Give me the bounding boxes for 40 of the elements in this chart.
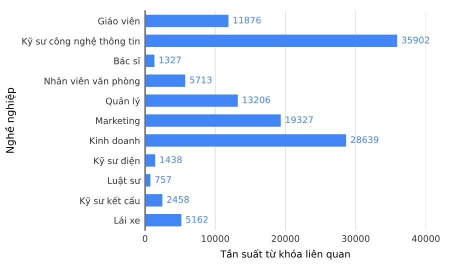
bar <box>145 154 156 167</box>
x-tick-label: 0 <box>142 235 148 242</box>
y-tick-label: Giáo viên <box>98 17 140 24</box>
bar <box>145 74 186 87</box>
x-tick-label: 20000 <box>272 235 300 242</box>
x-axis-title: Tần suất từ khóa liên quan <box>220 249 350 260</box>
data-label: 35902 <box>402 36 430 44</box>
y-tick-label: Marketing <box>96 117 140 126</box>
x-tick-label: 30000 <box>342 235 370 242</box>
bar <box>145 214 182 226</box>
bar <box>145 34 398 48</box>
y-axis-title: Nghề nghiệp <box>4 88 16 153</box>
y-tick-label: Kỹ sư điện <box>94 156 140 166</box>
data-label: 1438 <box>160 156 182 164</box>
data-label: 28639 <box>350 136 378 144</box>
data-label: 1327 <box>160 56 181 64</box>
bar <box>145 54 154 67</box>
y-tick-label: Bác sĩ <box>114 56 140 64</box>
data-label: 2458 <box>167 196 189 203</box>
y-tick-label: Luật sư <box>108 176 141 186</box>
data-label: 757 <box>155 176 172 183</box>
y-tick-label: Lái xe <box>114 216 140 224</box>
data-label: 5162 <box>186 216 208 223</box>
y-tick-label: Kỹ sư công nghệ thông tin <box>22 37 140 46</box>
bar <box>145 114 281 127</box>
data-label: 13206 <box>242 96 270 104</box>
y-tick-label: Quản lý <box>106 96 140 106</box>
y-tick-label: Nhân viên văn phòng <box>44 77 140 86</box>
bar <box>145 174 150 187</box>
y-tick-label: Kinh doanh <box>90 137 140 144</box>
bar <box>145 14 228 28</box>
bar <box>145 94 238 107</box>
bar <box>145 134 346 147</box>
x-tick-label: 10000 <box>202 235 230 242</box>
x-tick-label: 40000 <box>412 235 440 242</box>
bar <box>145 194 162 206</box>
data-label: 5713 <box>190 76 212 84</box>
data-label: 11876 <box>234 16 261 24</box>
data-label: 19327 <box>286 116 313 124</box>
y-tick-label: Kỹ sư kết cấu <box>80 196 140 206</box>
